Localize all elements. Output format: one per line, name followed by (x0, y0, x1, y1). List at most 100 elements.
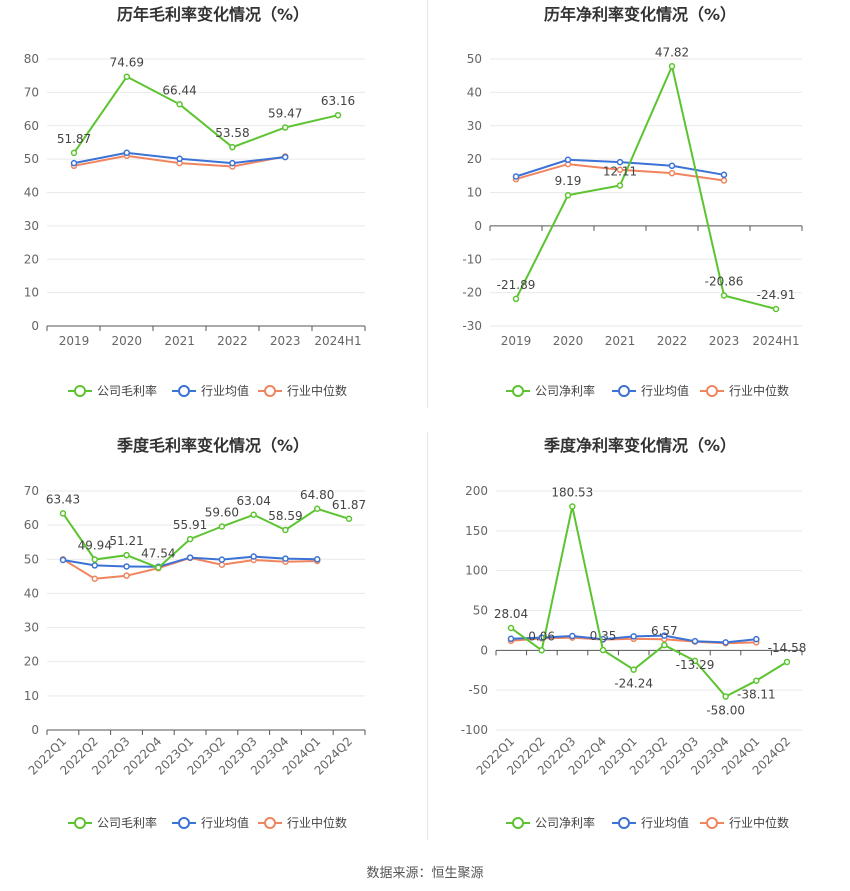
data-point-industry_avg (91, 562, 99, 569)
data-point-company (772, 305, 780, 313)
y-tick-label: 40 (24, 186, 39, 200)
y-tick-label: 20 (24, 655, 39, 669)
data-label: 9.19 (555, 174, 582, 188)
legend-label: 行业中位数 (729, 383, 789, 398)
chart-title: 季度净利率变化情况（%） (543, 436, 736, 455)
data-point-company (668, 63, 676, 70)
data-point-company (569, 503, 576, 510)
y-tick-label: 60 (24, 518, 39, 532)
data-point-company (507, 624, 515, 632)
legend-marker-company (74, 817, 86, 829)
y-tick-label: 70 (24, 85, 39, 99)
legend-marker-industry_avg (618, 817, 630, 829)
data-label: -14.58 (768, 641, 807, 655)
x-tick-label: 2023 (270, 334, 301, 348)
y-tick-label: 80 (24, 52, 39, 66)
y-tick-label: 50 (24, 152, 39, 166)
series-line-company (515, 63, 777, 310)
data-label: 0.35 (590, 629, 617, 643)
y-tick-label: 0 (31, 723, 39, 737)
y-tick-label: 200 (465, 484, 488, 498)
data-label: -58.00 (706, 704, 745, 718)
y-tick-label: 0 (474, 219, 482, 233)
data-point-industry_avg (250, 553, 257, 560)
data-point-industry_avg (176, 155, 183, 163)
data-point-industry_median (720, 177, 728, 184)
data-label: -20.86 (705, 274, 744, 288)
legend-marker-industry_median (706, 385, 718, 397)
data-point-company (186, 535, 194, 543)
legend-label: 行业均值 (641, 383, 689, 398)
legend-label: 行业均值 (201, 815, 249, 830)
chart-panel-1: 历年毛利率变化情况（%） 0 10 20 30 40 50 60 70 80 2019 2020 202… (24, 5, 366, 398)
y-tick-label: 100 (465, 564, 488, 578)
data-label: 12.11 (603, 164, 637, 178)
vertical-divider-bottom (427, 432, 428, 840)
x-tick-label: 2020 (553, 334, 584, 348)
y-tick-label: 50 (467, 52, 482, 66)
legend-marker-industry_median (264, 385, 276, 397)
y-tick-label: -50 (468, 683, 488, 697)
data-label: 63.43 (46, 492, 80, 506)
data-point-company (313, 505, 321, 513)
legend-label: 行业中位数 (729, 815, 789, 830)
legend-marker-industry_avg (178, 385, 190, 397)
y-tick-label: 0 (480, 643, 488, 657)
data-point-company (176, 101, 183, 108)
data-point-industry_avg (720, 171, 728, 179)
data-point-industry_avg (70, 159, 78, 167)
data-point-industry_avg (616, 158, 624, 166)
data-point-industry_median (218, 561, 226, 568)
legend-marker-industry_median (264, 817, 276, 829)
data-point-company (345, 515, 353, 523)
legend-label: 公司毛利率 (97, 383, 157, 398)
data-point-company (282, 526, 289, 534)
data-label: 58.59 (268, 509, 302, 523)
data-point-company (218, 523, 226, 530)
legend-marker-company (74, 385, 86, 397)
data-label: 63.16 (321, 94, 355, 108)
x-tick-label: 2021 (164, 334, 195, 348)
data-label: 61.87 (332, 498, 366, 512)
y-tick-label: 150 (465, 524, 488, 538)
legend-marker-company (512, 385, 524, 397)
x-tick-label: 2020 (112, 334, 143, 348)
data-label: 64.80 (300, 488, 334, 502)
data-point-company (753, 677, 760, 684)
x-tick-label: 2021 (605, 334, 636, 348)
data-label: 49.94 (78, 538, 112, 552)
data-label: -24.91 (757, 288, 796, 302)
data-point-industry_avg (668, 162, 676, 170)
data-point-industry_avg (186, 554, 194, 561)
data-point-industry_avg (281, 153, 289, 161)
chart-panel-3: 季度毛利率变化情况（%）0102030405060702022Q12022Q22… (24, 436, 366, 830)
data-label: 47.82 (655, 45, 689, 59)
y-tick-label: 50 (24, 552, 39, 566)
data-label: 66.44 (162, 83, 196, 97)
data-point-industry_avg (507, 635, 515, 643)
y-tick-label: 70 (24, 484, 39, 498)
data-point-company (599, 646, 607, 654)
data-point-industry_median (91, 575, 99, 582)
y-tick-label: 30 (24, 621, 39, 635)
y-tick-label: -100 (461, 723, 488, 737)
data-label: 47.54 (141, 547, 175, 561)
data-label: -38.11 (737, 688, 776, 702)
data-point-industry_avg (564, 156, 572, 164)
series-line-company (73, 75, 339, 154)
data-point-company (691, 657, 699, 665)
data-point-industry_avg (229, 159, 236, 167)
data-point-company (720, 292, 728, 299)
legend-marker-industry_avg (618, 385, 630, 397)
y-tick-label: 20 (467, 152, 482, 166)
data-label: 74.69 (110, 56, 144, 70)
data-point-industry_avg (313, 556, 321, 563)
data-point-company (91, 556, 99, 563)
chart-panel-2: 历年净利率变化情况（%） -30 -20 -10 0 10 20 30 40 50 2019 2020… (462, 5, 803, 398)
data-point-industry_avg (123, 563, 130, 570)
x-tick-label: 2022 (657, 334, 688, 348)
data-point-industry_median (668, 169, 676, 177)
data-point-company (70, 149, 78, 157)
data-point-company (538, 647, 545, 654)
